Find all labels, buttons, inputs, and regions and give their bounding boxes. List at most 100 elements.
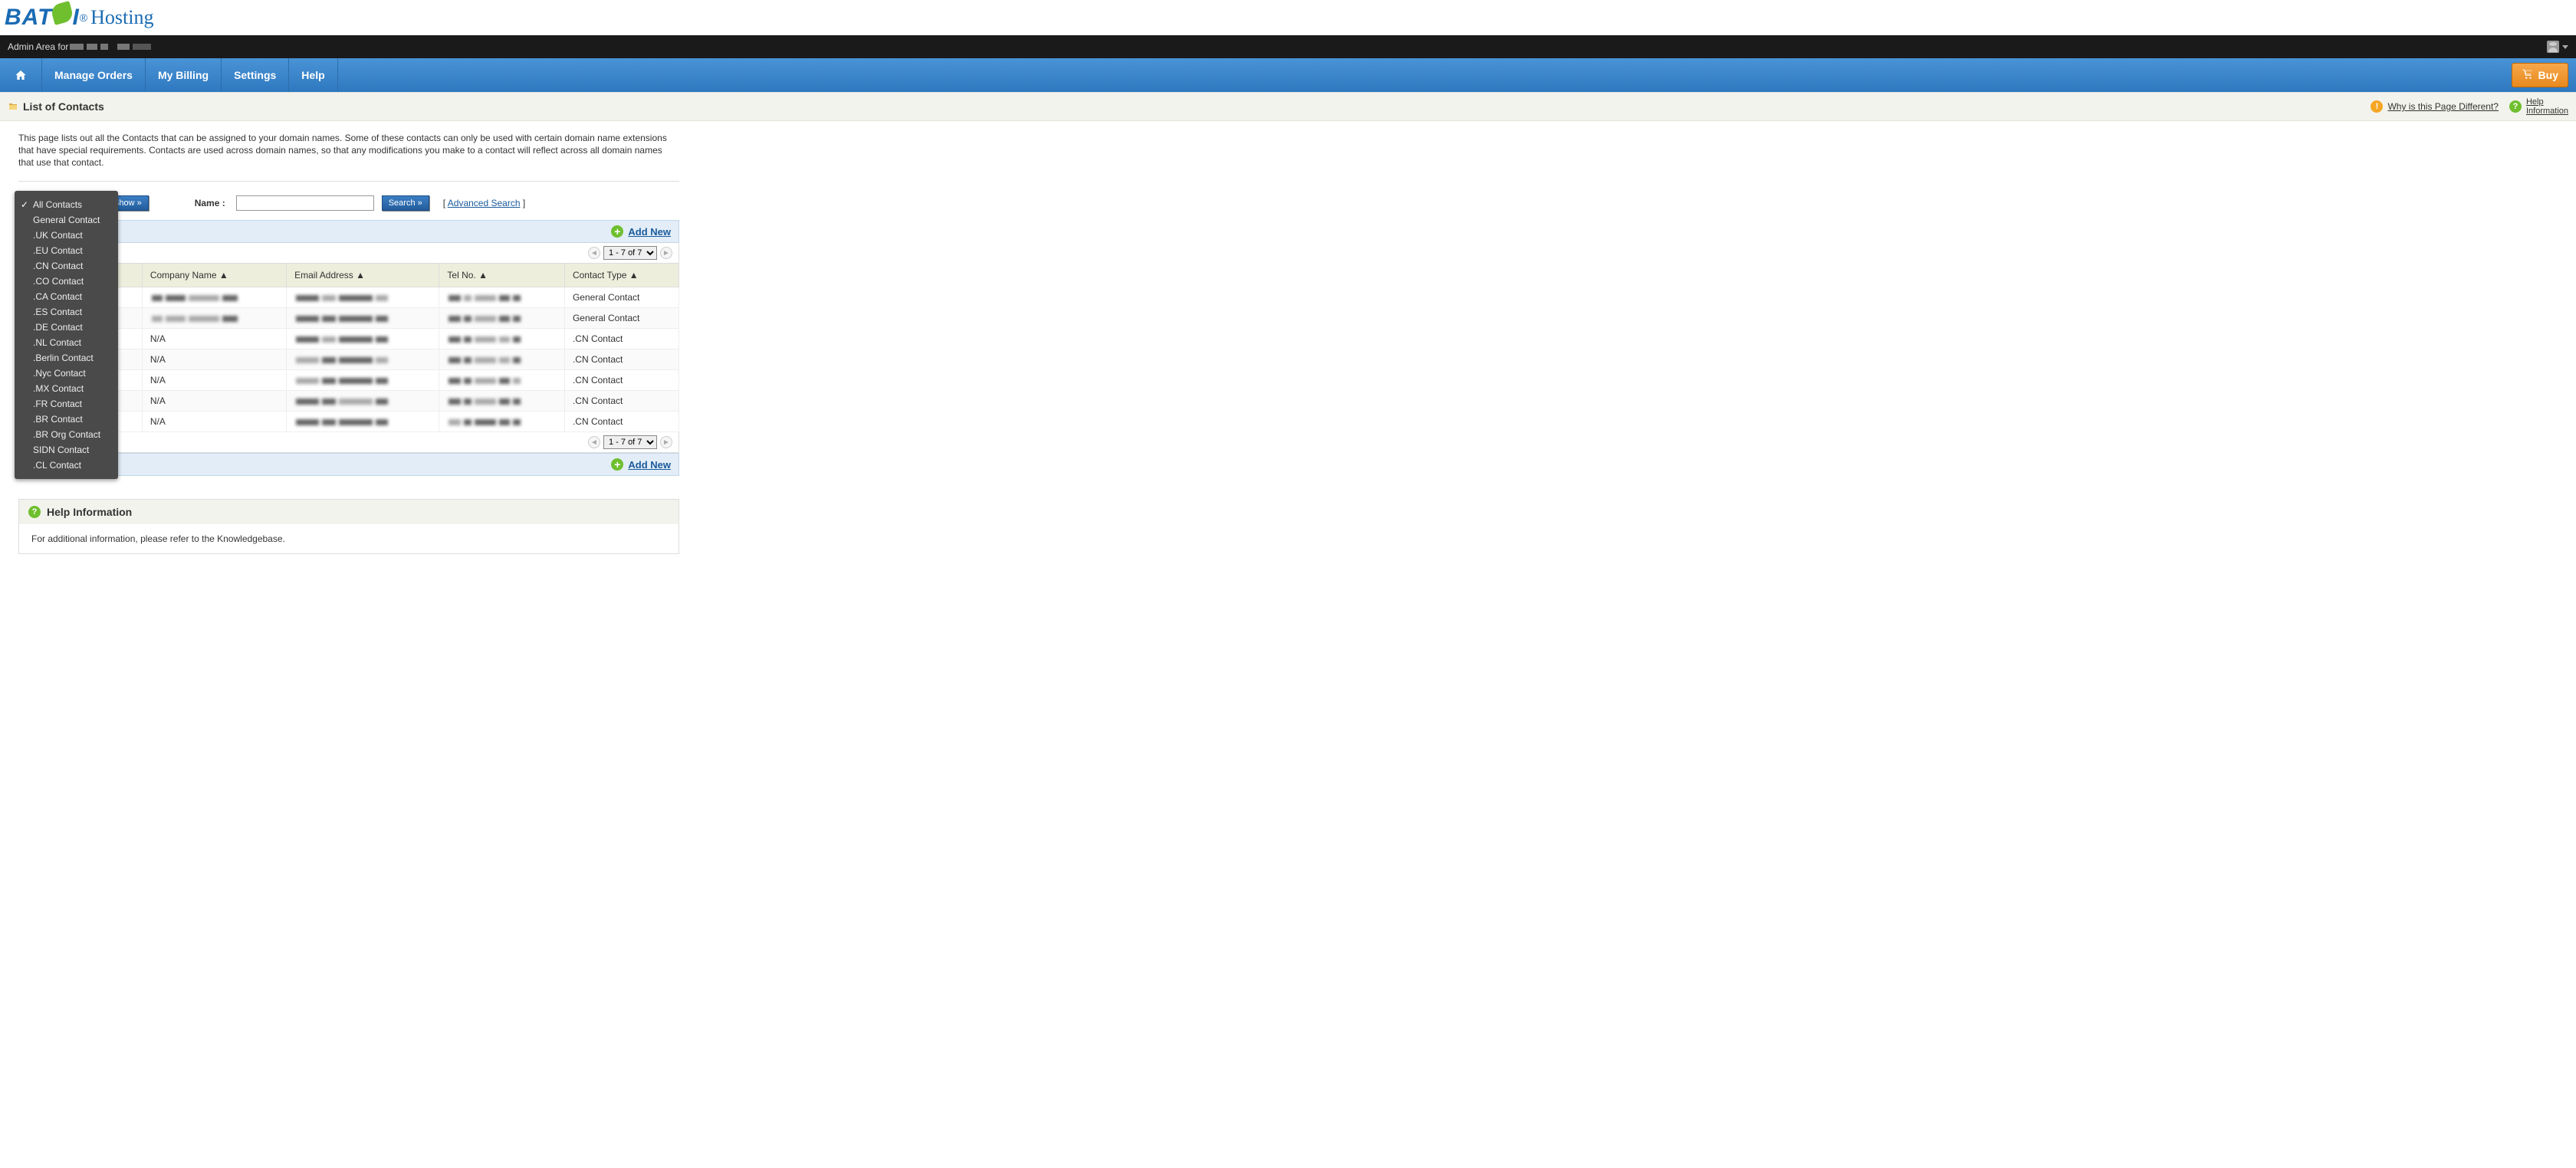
cell-email bbox=[287, 391, 439, 412]
dropdown-item[interactable]: .DE Contact bbox=[15, 320, 118, 335]
dropdown-item[interactable]: .CN Contact bbox=[15, 258, 118, 274]
filter-row: All ContactsGeneral Contact.UK Contact.E… bbox=[18, 195, 679, 211]
cell-email bbox=[287, 287, 439, 308]
redacted-block bbox=[70, 44, 84, 50]
folder-icon bbox=[8, 102, 18, 111]
dropdown-item[interactable]: .Berlin Contact bbox=[15, 350, 118, 366]
column-header[interactable]: Tel No. ▲ bbox=[439, 264, 565, 287]
name-input[interactable] bbox=[236, 195, 374, 211]
buy-button[interactable]: Buy bbox=[2512, 63, 2568, 87]
redacted-block bbox=[117, 44, 130, 50]
buy-label: Buy bbox=[2538, 69, 2558, 81]
nav-home[interactable] bbox=[0, 58, 42, 92]
pager-range-select[interactable]: 1 - 7 of 7 bbox=[603, 246, 657, 260]
cell-type: .CN Contact bbox=[564, 329, 678, 349]
page-title: List of Contacts bbox=[23, 100, 104, 113]
search-button[interactable]: Search » bbox=[382, 195, 429, 211]
help-info-link[interactable]: Help Information bbox=[2526, 97, 2568, 116]
cell-company: N/A bbox=[142, 370, 286, 391]
logo-header: BAT I ® Hosting bbox=[0, 0, 2576, 35]
cell-tel bbox=[439, 370, 565, 391]
redacted-block bbox=[87, 44, 97, 50]
cell-company bbox=[142, 287, 286, 308]
dropdown-item[interactable]: .FR Contact bbox=[15, 396, 118, 412]
cell-company bbox=[142, 308, 286, 329]
cell-tel bbox=[439, 349, 565, 370]
page-description: This page lists out all the Contacts tha… bbox=[18, 132, 679, 182]
cell-email bbox=[287, 329, 439, 349]
help-box-header: ? Help Information bbox=[19, 500, 678, 524]
pager-range-select[interactable]: 1 - 7 of 7 bbox=[603, 435, 657, 449]
admin-bar: Admin Area for bbox=[0, 35, 2576, 58]
cell-company: N/A bbox=[142, 329, 286, 349]
dropdown-item[interactable]: All Contacts bbox=[15, 197, 118, 212]
redacted-block bbox=[100, 44, 108, 50]
add-plus-icon: + bbox=[611, 458, 623, 471]
cell-tel bbox=[439, 412, 565, 432]
column-header[interactable]: Contact Type ▲ bbox=[564, 264, 678, 287]
dropdown-item[interactable]: .ES Contact bbox=[15, 304, 118, 320]
adv-search-wrap: [ Advanced Search ] bbox=[443, 198, 525, 208]
dropdown-item[interactable]: .MX Contact bbox=[15, 381, 118, 396]
user-icon[interactable] bbox=[2547, 41, 2559, 53]
pager-prev-button[interactable]: ◄ bbox=[588, 247, 600, 259]
column-header[interactable]: Company Name ▲ bbox=[142, 264, 286, 287]
column-header[interactable]: Email Address ▲ bbox=[287, 264, 439, 287]
dropdown-item[interactable]: .BR Org Contact bbox=[15, 427, 118, 442]
pager-next-button[interactable]: ► bbox=[660, 247, 672, 259]
advanced-search-link[interactable]: Advanced Search bbox=[448, 198, 521, 208]
cell-email bbox=[287, 308, 439, 329]
dropdown-item[interactable]: .EU Contact bbox=[15, 243, 118, 258]
cell-type: .CN Contact bbox=[564, 349, 678, 370]
dropdown-item[interactable]: General Contact bbox=[15, 212, 118, 228]
cell-type: .CN Contact bbox=[564, 412, 678, 432]
cell-type: .CN Contact bbox=[564, 370, 678, 391]
cell-company: N/A bbox=[142, 412, 286, 432]
help-box-title: Help Information bbox=[47, 506, 132, 518]
why-different-link[interactable]: Why is this Page Different? bbox=[2387, 101, 2499, 112]
main-nav: Manage Orders My Billing Settings Help B… bbox=[0, 58, 2576, 92]
dropdown-item[interactable]: .CO Contact bbox=[15, 274, 118, 289]
help-icon: ? bbox=[28, 506, 41, 518]
pager-next-button[interactable]: ► bbox=[660, 436, 672, 448]
cell-company: N/A bbox=[142, 349, 286, 370]
user-menu-caret-icon[interactable] bbox=[2562, 45, 2568, 49]
dropdown-item[interactable]: .NL Contact bbox=[15, 335, 118, 350]
cell-email bbox=[287, 412, 439, 432]
pager-prev-button[interactable]: ◄ bbox=[588, 436, 600, 448]
cell-type: General Contact bbox=[564, 287, 678, 308]
info-orange-icon: ! bbox=[2371, 100, 2383, 113]
dropdown-item[interactable]: .CA Contact bbox=[15, 289, 118, 304]
dropdown-item[interactable]: .UK Contact bbox=[15, 228, 118, 243]
logo-brand: BAT bbox=[5, 5, 52, 31]
admin-area-label: Admin Area for bbox=[8, 41, 68, 52]
cell-type: General Contact bbox=[564, 308, 678, 329]
cell-email bbox=[287, 370, 439, 391]
dropdown-item[interactable]: .BR Contact bbox=[15, 412, 118, 427]
dropdown-item[interactable]: .Nyc Contact bbox=[15, 366, 118, 381]
help-information-box: ? Help Information For additional inform… bbox=[18, 499, 679, 554]
redacted-block bbox=[133, 44, 151, 50]
add-new-link-top[interactable]: Add New bbox=[628, 226, 671, 238]
logo-brand-i: I bbox=[72, 5, 79, 31]
content-area: This page lists out all the Contacts tha… bbox=[0, 121, 698, 565]
name-label: Name : bbox=[195, 198, 225, 208]
logo-leaf-icon bbox=[51, 1, 75, 25]
cell-tel bbox=[439, 287, 565, 308]
nav-help[interactable]: Help bbox=[289, 58, 337, 92]
help-green-icon: ? bbox=[2509, 100, 2522, 113]
cell-tel bbox=[439, 329, 565, 349]
dropdown-item[interactable]: SIDN Contact bbox=[15, 442, 118, 458]
home-icon bbox=[14, 69, 28, 81]
cart-icon bbox=[2522, 69, 2534, 82]
nav-my-billing[interactable]: My Billing bbox=[146, 58, 222, 92]
logo-registered: ® bbox=[80, 11, 87, 24]
cell-type: .CN Contact bbox=[564, 391, 678, 412]
cell-company: N/A bbox=[142, 391, 286, 412]
logo-suffix: Hosting bbox=[90, 6, 153, 29]
contact-type-dropdown[interactable]: All ContactsGeneral Contact.UK Contact.E… bbox=[15, 191, 118, 479]
dropdown-item[interactable]: .CL Contact bbox=[15, 458, 118, 473]
nav-settings[interactable]: Settings bbox=[222, 58, 289, 92]
nav-manage-orders[interactable]: Manage Orders bbox=[42, 58, 146, 92]
add-new-link-bottom[interactable]: Add New bbox=[628, 459, 671, 471]
